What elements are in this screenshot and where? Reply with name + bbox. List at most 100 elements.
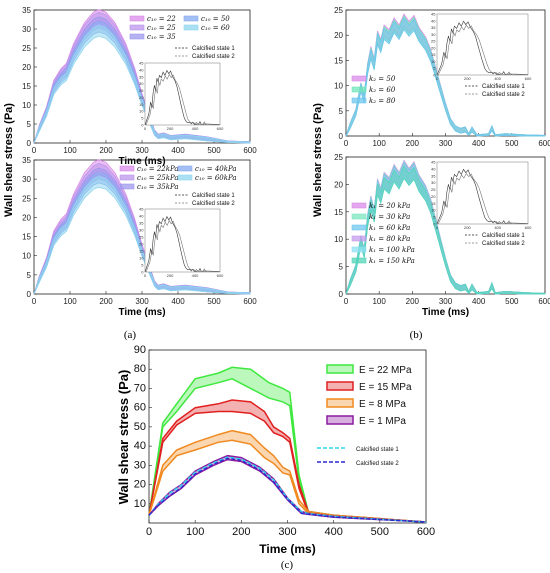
inset-frame bbox=[144, 62, 221, 126]
inset-y-tick: 5 bbox=[433, 66, 436, 71]
x-tick-label: 100 bbox=[372, 139, 386, 148]
inset-y-tick: 40 bbox=[431, 166, 436, 171]
inset-y-tick: 10 bbox=[139, 109, 144, 114]
inset-x-tick: 600 bbox=[217, 273, 224, 278]
inset-y-tick: 0 bbox=[141, 270, 144, 275]
inset-y-tick: 40 bbox=[139, 67, 144, 72]
x-tick-label: 500 bbox=[505, 297, 519, 306]
series-band-4 bbox=[33, 25, 251, 144]
legend-swatch-4 bbox=[177, 174, 193, 181]
legend-label-1: c₁₀ = 25 bbox=[147, 24, 176, 32]
inset-y-tick: 5 bbox=[141, 116, 144, 121]
inset-y-tick: 40 bbox=[431, 18, 436, 23]
inset-calcified-state-1 bbox=[144, 215, 221, 273]
inset-x-tick: 0 bbox=[436, 76, 439, 81]
series-upper-1 bbox=[148, 399, 427, 523]
inset-x-tick: 400 bbox=[192, 273, 199, 278]
y-tick-label: 15 bbox=[22, 233, 31, 242]
inset-y-tick: 30 bbox=[139, 81, 144, 86]
legend-label-0: E = 22 MPa bbox=[359, 365, 412, 376]
x-tick-label: 600 bbox=[417, 526, 435, 538]
x-tick-label: 500 bbox=[371, 526, 389, 538]
y-tick-label: 10 bbox=[22, 101, 31, 110]
y-tick-label: 25 bbox=[334, 153, 343, 162]
legend-label-1: k₂ = 60 bbox=[369, 86, 396, 94]
legend-swatch-1 bbox=[129, 24, 145, 31]
legend-label-3: k₁ = 80 kPa bbox=[369, 235, 410, 243]
legend-label-4: c₁₀ = 60 bbox=[201, 24, 230, 32]
x-tick-label: 200 bbox=[99, 297, 113, 306]
x-tick-label: 100 bbox=[63, 146, 77, 155]
inset-y-tick: 0 bbox=[141, 123, 144, 128]
x-tick-label: 300 bbox=[439, 139, 453, 148]
inset-y-tick: 0 bbox=[433, 73, 436, 78]
legend-label-4: k₁ = 100 kPa bbox=[369, 246, 415, 254]
legend-swatch-2 bbox=[119, 183, 135, 190]
y-tick-label: 60 bbox=[134, 402, 146, 414]
series-lower-3 bbox=[148, 458, 427, 523]
ylabel-a: Wall shear stress (Pa) bbox=[3, 103, 15, 217]
inset-x-tick: 600 bbox=[217, 126, 224, 131]
inset-calcified-state-1 bbox=[144, 69, 221, 126]
inset-x-tick: 600 bbox=[525, 225, 532, 230]
inset-x-tick: 0 bbox=[144, 126, 147, 131]
y-tick-label: 10 bbox=[334, 235, 343, 244]
legend-swatch-0 bbox=[326, 364, 354, 374]
y-tick-label: 25 bbox=[22, 44, 31, 53]
inset-calcified-state-2 bbox=[145, 73, 221, 126]
inset-y-tick: 30 bbox=[431, 32, 436, 37]
x-tick-label: 400 bbox=[472, 297, 486, 306]
x-tick-label: 600 bbox=[243, 146, 257, 155]
inset-y-tick: 15 bbox=[139, 249, 144, 254]
inset-y-tick: 20 bbox=[431, 194, 436, 199]
legend-label-5: k₁ = 150 kPa bbox=[369, 257, 415, 265]
inset-y-tick: 10 bbox=[431, 59, 436, 64]
calcified-state-2-line bbox=[148, 457, 427, 523]
inset-y-tick: 15 bbox=[431, 52, 436, 57]
inset-y-tick: 20 bbox=[139, 95, 144, 100]
y-tick-label: 15 bbox=[334, 208, 343, 217]
x-tick-label: 600 bbox=[243, 297, 257, 306]
inset-y-tick: 20 bbox=[139, 242, 144, 247]
inset-x-tick: 600 bbox=[525, 76, 532, 81]
legend-ref2-label: Calcified state 2 bbox=[482, 92, 525, 98]
legend-label-0: k₁ = 20 kPa bbox=[369, 202, 410, 210]
inset-y-tick: 45 bbox=[431, 160, 436, 165]
y-tick-label: 25 bbox=[334, 6, 343, 15]
legend-label-0: c₁₀ = 22kPa bbox=[137, 165, 179, 173]
legend-swatch-2 bbox=[351, 224, 367, 231]
y-tick-label: 30 bbox=[22, 25, 31, 34]
x-axis-label: Time (ms) bbox=[259, 542, 315, 556]
y-tick-label: 50 bbox=[134, 421, 146, 433]
y-tick-label: 70 bbox=[134, 382, 146, 394]
y-tick-label: 0 bbox=[339, 290, 344, 299]
y-tick-label: 10 bbox=[134, 498, 146, 510]
legend-ref2-label: Calcified state 2 bbox=[192, 54, 235, 60]
inset-x-tick: 400 bbox=[494, 76, 501, 81]
legend-swatch-3 bbox=[351, 235, 367, 242]
y-tick-label: 10 bbox=[22, 252, 31, 261]
x-tick-label: 0 bbox=[146, 526, 152, 538]
legend-label-2: k₁ = 60 kPa bbox=[369, 224, 410, 232]
inset-frame bbox=[144, 208, 221, 273]
x-tick-label: 0 bbox=[32, 146, 37, 155]
y-tick-label: 10 bbox=[334, 82, 343, 91]
x-tick-label: 200 bbox=[99, 146, 113, 155]
inset-y-tick: 25 bbox=[431, 39, 436, 44]
inset-y-tick: 25 bbox=[139, 88, 144, 93]
inset-y-tick: 30 bbox=[139, 228, 144, 233]
legend-swatch-0 bbox=[351, 75, 367, 82]
y-tick-label: 35 bbox=[22, 6, 31, 15]
x-tick-label: 100 bbox=[186, 526, 204, 538]
legend-label-2: E = 8 MPa bbox=[359, 399, 406, 410]
inset-calcified-state-2 bbox=[437, 24, 529, 76]
inset-y-tick: 5 bbox=[433, 215, 436, 220]
y-tick-label: 5 bbox=[339, 263, 344, 272]
x-axis-label: Time (ms) bbox=[422, 307, 469, 318]
x-tick-label: 100 bbox=[372, 297, 386, 306]
y-tick-label: 35 bbox=[22, 156, 31, 165]
legend-swatch-2 bbox=[129, 33, 145, 40]
legend-ref-label-1: Calcified state 2 bbox=[356, 461, 399, 467]
